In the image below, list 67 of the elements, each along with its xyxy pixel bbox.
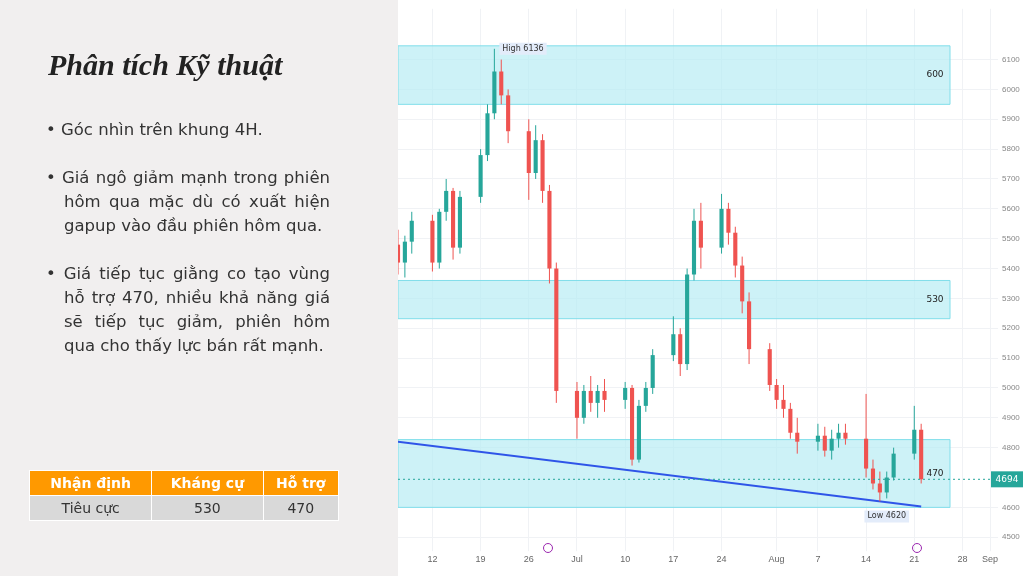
candlestick <box>499 59 504 105</box>
candlestick <box>781 384 786 419</box>
x-tick-label: Jul <box>571 554 583 565</box>
x-tick-label: 14 <box>861 554 872 565</box>
candlestick <box>815 423 820 452</box>
y-tick-label: 4600 <box>1002 502 1021 512</box>
ref-line-label: 4694 <box>995 473 1019 484</box>
candlestick <box>795 417 800 455</box>
y-tick-label: 5100 <box>1002 353 1021 363</box>
y-tick-label: 5200 <box>1002 323 1021 333</box>
text: 470 <box>263 495 339 521</box>
y-tick-label: 5700 <box>1002 174 1021 184</box>
y-tick-label: 4900 <box>1002 413 1021 423</box>
x-tick-label: 28 <box>957 554 968 565</box>
x-tick-label: 19 <box>475 554 486 565</box>
y-tick-label: 5600 <box>1002 204 1021 214</box>
x-tick-label: 7 <box>815 554 821 565</box>
band-label: 530 <box>926 293 944 304</box>
band-label: 600 <box>926 69 944 80</box>
x-tick-label: 12 <box>427 554 438 565</box>
x-tick-label: 10 <box>620 554 631 565</box>
text: Kháng cự <box>151 470 264 496</box>
candlestick <box>877 471 882 502</box>
y-tick-label: 5400 <box>1002 263 1021 273</box>
candlestick <box>836 423 841 449</box>
x-tick-label: 26 <box>523 554 534 565</box>
text: Hỗ trợ <box>263 470 339 496</box>
candlestick <box>829 429 834 461</box>
y-tick-label: 6000 <box>1002 84 1021 94</box>
annotation: High 6136 <box>502 43 544 53</box>
candlestick <box>643 381 648 413</box>
candlestick <box>822 426 827 458</box>
text: Nhận định <box>29 470 152 496</box>
candlestick <box>671 315 676 362</box>
x-tick-label: Aug <box>768 554 785 565</box>
candlestick <box>602 378 607 413</box>
x-tick-label: Sep <box>981 554 999 565</box>
text: • Góc nhìn trên khung 4H. <box>46 119 264 141</box>
y-tick-label: 5000 <box>1002 383 1021 393</box>
candlestick <box>843 423 848 446</box>
y-tick-label: 4500 <box>1002 532 1021 542</box>
candlestick <box>595 384 600 419</box>
candlestick <box>402 235 407 278</box>
y-tick-label: 5300 <box>1002 293 1021 303</box>
y-tick-label: 5900 <box>1002 114 1021 124</box>
y-tick-label: 4800 <box>1002 442 1021 452</box>
text: 530 <box>151 495 264 521</box>
x-tick-label: 21 <box>909 554 920 565</box>
text: Phân tích Kỹ thuật <box>48 48 283 82</box>
candlestick <box>588 375 593 413</box>
text: Tiêu cực <box>29 495 152 521</box>
band-label: 470 <box>926 467 944 478</box>
x-tick-label: 17 <box>668 554 679 565</box>
text: • Giá ngô giảm mạnh trong phiên hôm qua mặc dù có xuất hiện gapup vào đầu phiên hôm qua. <box>46 167 330 237</box>
candlestick <box>444 178 449 222</box>
y-tick-label: 5800 <box>1002 144 1021 154</box>
candlestick <box>774 378 779 410</box>
y-tick-label: 6100 <box>1002 54 1021 64</box>
y-tick-label: 5500 <box>1002 233 1021 243</box>
candlestick <box>623 381 628 410</box>
candlestick <box>409 211 414 255</box>
text: • Giá tiếp tục giằng co tạo vùng hỗ trợ 470, nhiều khả năng giá sẽ tiếp tục giảm, phiên hôm qua cho thấy lực bán rất mạnh. <box>46 263 330 357</box>
annotation: Low 4620 <box>867 511 907 521</box>
candlestick <box>912 405 917 461</box>
candlestick <box>726 202 731 246</box>
x-tick-label: 24 <box>716 554 727 565</box>
candlestick <box>788 402 793 440</box>
